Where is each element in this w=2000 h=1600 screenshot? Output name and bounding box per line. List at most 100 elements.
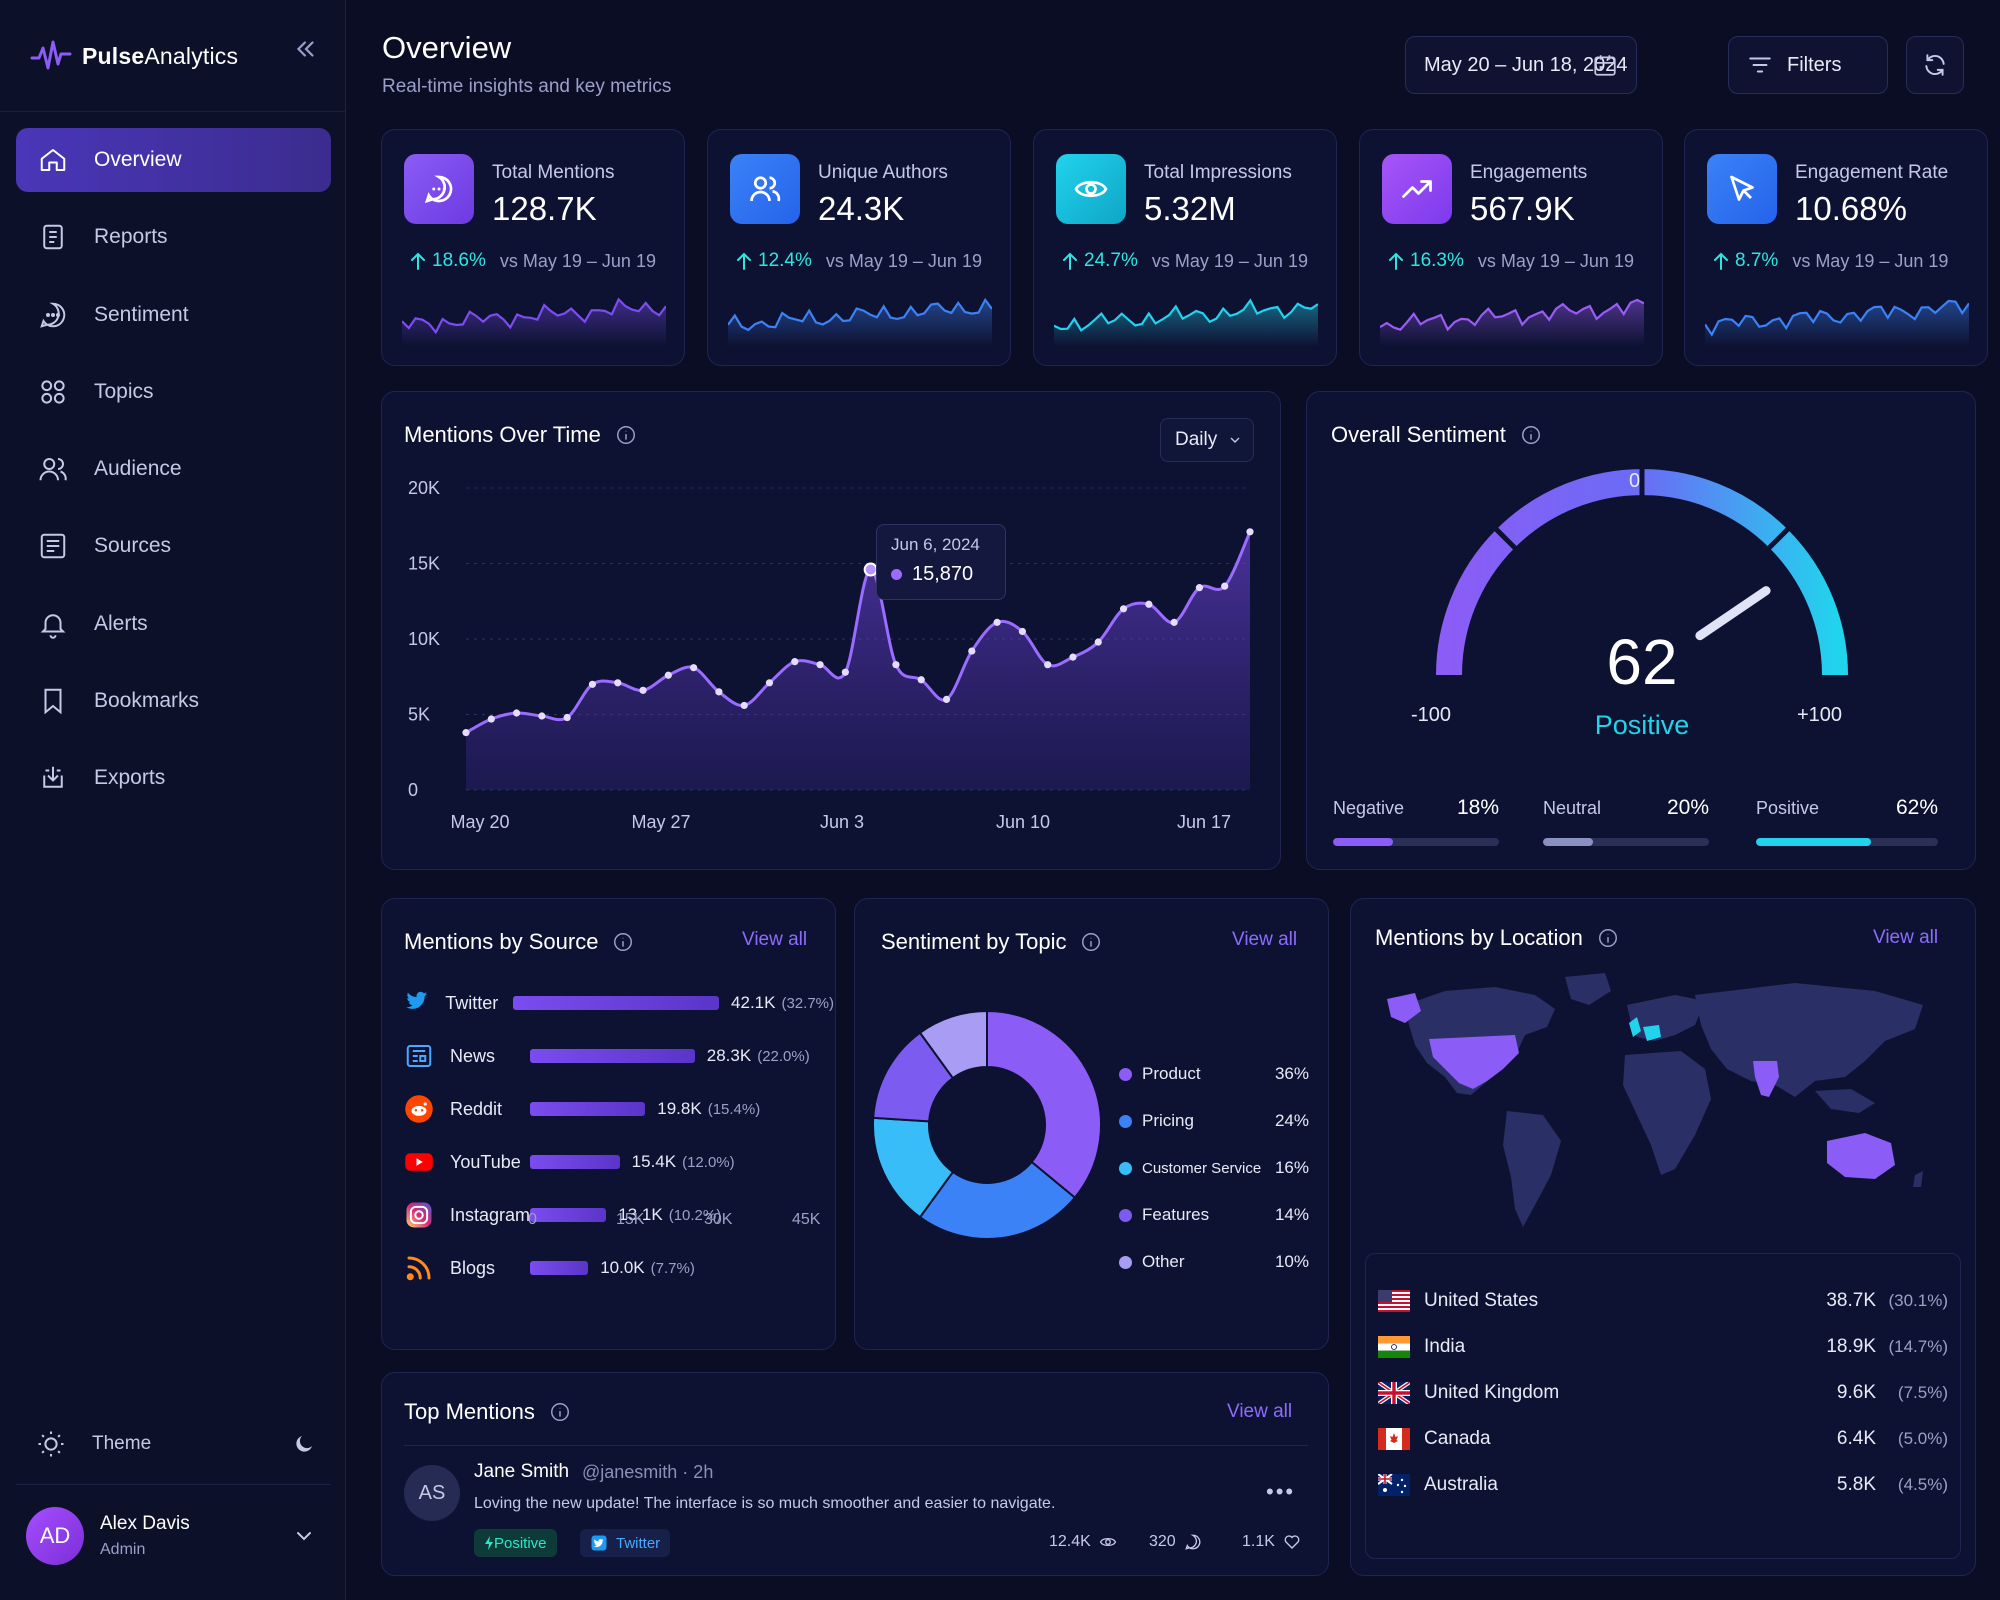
kpi-value: 128.7K	[492, 190, 597, 227]
granularity-select[interactable]: Daily	[1160, 418, 1254, 462]
bell-icon	[40, 614, 66, 639]
view-all-link[interactable]: View all	[1873, 927, 1939, 948]
mention-author-name[interactable]: Jane Smith	[474, 1461, 570, 1482]
source-row[interactable]: Twitter 42.1K (32.7%)	[404, 987, 834, 1019]
arrow-up-icon	[1389, 252, 1403, 270]
sidebar-divider	[0, 111, 346, 112]
location-row[interactable]: United States 38.7K (30.1%)	[1378, 1286, 1948, 1316]
users-icon	[730, 154, 800, 224]
legend-label: Other	[1142, 1252, 1185, 1271]
sidebar-item-sentiment[interactable]: Sentiment	[16, 283, 331, 347]
kpi-card[interactable]: Total Impressions 5.32M 24.7% vs May 19 – J…	[1033, 129, 1337, 366]
x-tick-label: 0	[528, 1211, 537, 1228]
legend-item[interactable]: Pricing 24%	[1119, 1108, 1309, 1134]
location-row[interactable]: United Kingdom 9.6K (7.5%)	[1376, 1378, 1948, 1408]
sentiment-gauge	[1436, 467, 1848, 676]
arrow-up-icon	[1714, 252, 1728, 270]
source-bar	[530, 1261, 589, 1275]
kpi-value: 10.68%	[1795, 190, 1907, 227]
divider	[404, 1445, 1308, 1446]
uk-flag-icon	[1376, 1380, 1412, 1406]
legend-item[interactable]: Customer Service 16%	[1119, 1155, 1309, 1181]
country-name: Australia	[1424, 1474, 1498, 1495]
source-name: Blogs	[450, 1257, 496, 1278]
sidebar-item-topics[interactable]: Topics	[16, 360, 331, 424]
sidebar-item-sources[interactable]: Sources	[16, 514, 331, 578]
mentions-over-time-card: 20K 15K 10K 5K 0 May 20 May 27 Jun 3 Jun 10 Jun 1…	[381, 391, 1281, 870]
mention-author-handle: @janesmith · 2h	[582, 1462, 714, 1482]
world-map[interactable]	[1375, 965, 1953, 1243]
source-value: 42.1K	[731, 993, 776, 1012]
info-icon[interactable]	[1597, 927, 1619, 949]
news-icon	[404, 1041, 434, 1071]
info-icon[interactable]	[615, 424, 637, 446]
kpi-sparkline	[1380, 298, 1644, 346]
source-row[interactable]: YouTube 15.4K (12.0%)	[404, 1146, 834, 1178]
brand-logo[interactable]: PulseAnalytics	[30, 36, 238, 76]
kpi-sparkline	[1054, 298, 1318, 346]
data-point	[917, 676, 925, 684]
data-point	[816, 661, 824, 669]
view-all-link[interactable]: View all	[1227, 1401, 1293, 1422]
sidebar-item-alerts[interactable]: Alerts	[16, 592, 331, 656]
view-all-link[interactable]: View all	[742, 929, 808, 950]
location-row[interactable]: Canada 6.4K (5.0%)	[1378, 1424, 1948, 1454]
data-point	[664, 671, 672, 679]
source-bar	[530, 1155, 620, 1169]
data-point	[1145, 600, 1153, 608]
legend-item[interactable]: Product 36%	[1119, 1061, 1309, 1087]
legend-item[interactable]: Other 10%	[1119, 1249, 1309, 1275]
sidebar-item-reports[interactable]: Reports	[16, 205, 331, 269]
map-india	[1753, 1061, 1779, 1097]
info-icon[interactable]	[612, 931, 634, 953]
filters-button[interactable]: Filters	[1728, 36, 1888, 94]
y-tick-label: 10K	[408, 629, 440, 649]
info-icon[interactable]	[549, 1401, 571, 1423]
date-range-picker[interactable]: May 20 – Jun 18, 2024	[1405, 36, 1637, 94]
sidebar-item-overview[interactable]: Overview	[16, 128, 331, 192]
bolt-icon	[485, 1536, 493, 1550]
data-point	[892, 661, 900, 669]
info-icon[interactable]	[1520, 424, 1542, 446]
view-all-link[interactable]: View all	[1232, 929, 1298, 950]
pulse-logo-icon	[30, 40, 72, 70]
download-icon	[43, 767, 63, 789]
brand-name: PulseAnalytics	[82, 42, 239, 69]
kpi-card[interactable]: Unique Authors 24.3K 12.4% vs May 19 – Jun …	[707, 129, 1011, 366]
source-value: 28.3K	[706, 1046, 752, 1065]
info-icon[interactable]	[1080, 931, 1102, 953]
sidebar-item-exports[interactable]: Exports	[16, 746, 331, 810]
data-point	[993, 618, 1001, 626]
user-menu[interactable]: AD Alex Davis Admin	[26, 1506, 316, 1566]
sidebar-item-bookmarks[interactable]: Bookmarks	[16, 669, 331, 733]
source-row[interactable]: Instagram 13.1K (10.2%)	[404, 1199, 834, 1231]
sidebar-item-audience[interactable]: Audience	[16, 437, 331, 501]
source-row[interactable]: News 28.3K (22.0%)	[404, 1040, 834, 1072]
source-percent: (7.7%)	[650, 1259, 695, 1277]
card-title: Overall Sentiment	[1331, 422, 1542, 448]
gauge-segment-gap	[1493, 526, 1518, 551]
location-row[interactable]: Australia 5.8K (4.5%)	[1377, 1470, 1948, 1500]
refresh-button[interactable]	[1906, 36, 1964, 94]
collapse-sidebar-button[interactable]	[290, 36, 322, 68]
comments-stat[interactable]: 320	[1149, 1533, 1202, 1551]
moon-icon[interactable]	[292, 1432, 316, 1456]
legend-item[interactable]: Features 14%	[1119, 1202, 1309, 1228]
data-point	[1221, 582, 1229, 590]
map-canada	[1435, 993, 1537, 1023]
x-tick-label: 45K	[792, 1211, 821, 1228]
source-row[interactable]: Reddit 19.8K (15.4%)	[404, 1093, 834, 1125]
theme-toggle[interactable]: Theme	[36, 1424, 316, 1464]
location-row[interactable]: India 18.9K (14.7%)	[1378, 1332, 1948, 1362]
x-tick-label: 15K	[616, 1211, 645, 1228]
mentions-by-location-card: Mentions by Location View all United Sta…	[1350, 898, 1976, 1576]
gauge-max-label: +100	[1797, 704, 1843, 726]
kpi-card[interactable]: Total Mentions 128.7K 18.6% vs May 19 – Jun…	[381, 129, 685, 366]
more-options-button[interactable]: •••	[1266, 1479, 1296, 1504]
likes-stat[interactable]: 1.1K	[1242, 1533, 1301, 1551]
country-percent: (5.0%)	[1897, 1429, 1948, 1448]
map-australia	[1827, 1133, 1895, 1179]
kpi-card[interactable]: Engagements 567.9K 16.3% vs May 19 – Jun 19	[1359, 129, 1663, 366]
kpi-card[interactable]: Engagement Rate 10.68% 8.7% vs May 19 – Jun…	[1684, 129, 1988, 366]
source-row[interactable]: Blogs 10.0K (7.7%)	[404, 1252, 834, 1284]
